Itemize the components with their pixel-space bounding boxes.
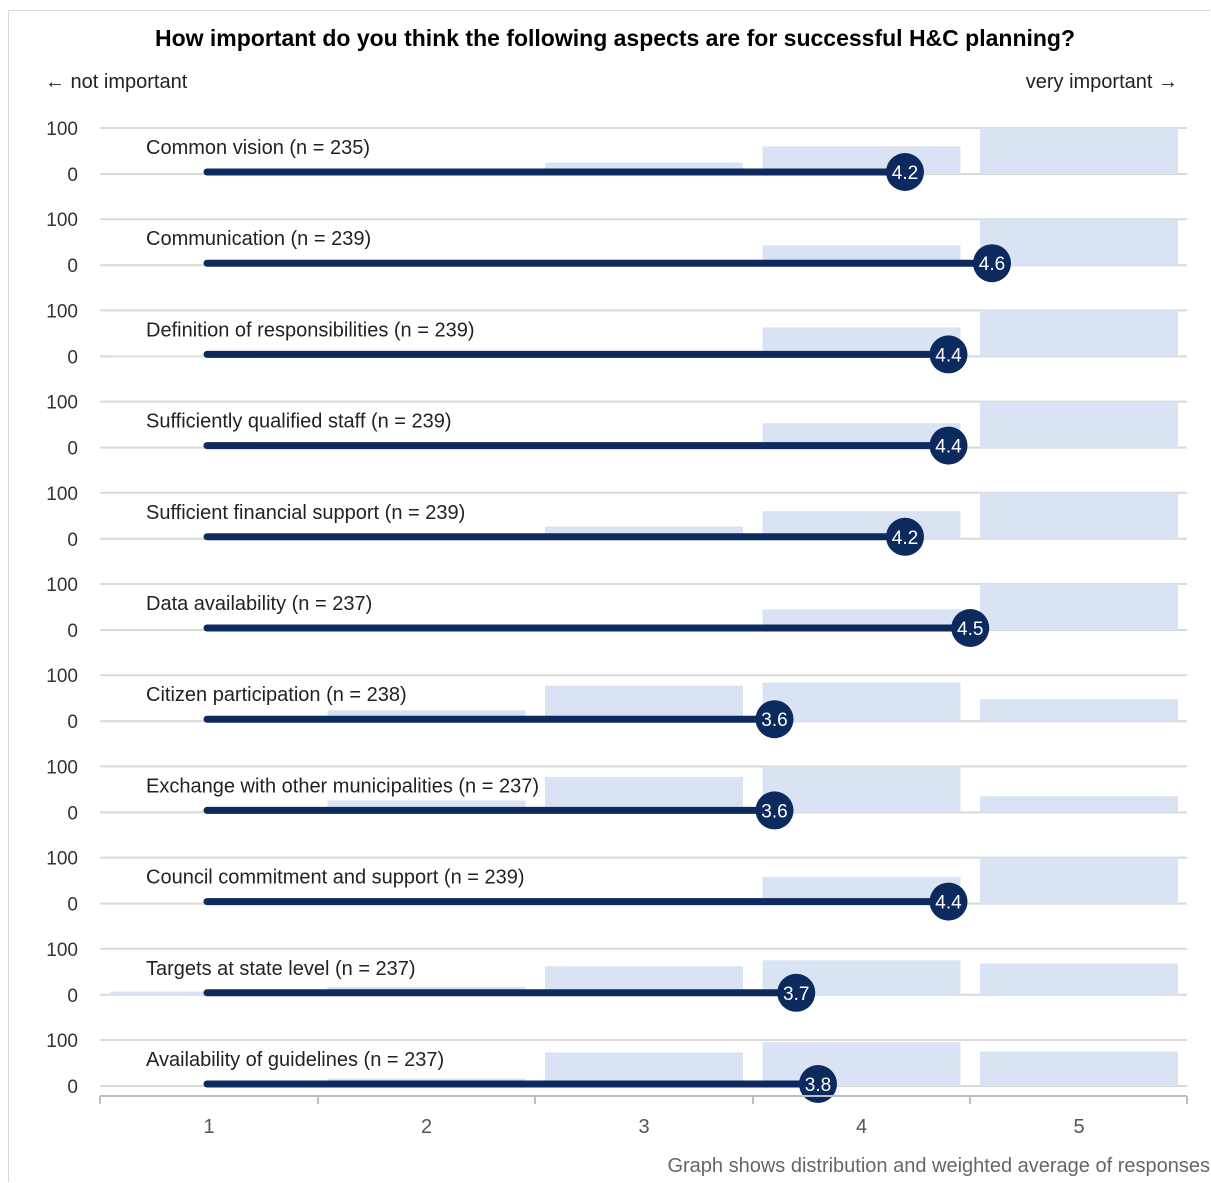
distribution-bar bbox=[327, 710, 526, 722]
average-label: 4.2 bbox=[892, 528, 918, 549]
distribution-bar bbox=[545, 162, 743, 174]
x-axis: 1 2 3 4 5 bbox=[99, 1095, 1188, 1138]
distribution-bar bbox=[545, 685, 743, 722]
y-tick-label: 0 bbox=[67, 165, 78, 186]
distribution-bar bbox=[980, 128, 1178, 174]
chart-row: 100 0 Targets at state level (n = 237) 3.7 bbox=[46, 940, 1187, 1012]
average-marker bbox=[799, 1065, 837, 1103]
row-label: Targets at state level (n = 237) bbox=[146, 958, 416, 980]
y-tick-label: 0 bbox=[67, 439, 78, 460]
average-label: 4.2 bbox=[892, 163, 918, 184]
average-label: 3.8 bbox=[805, 1075, 831, 1096]
chart-row: 100 0 Sufficiently qualified staff (n = 23… bbox=[46, 393, 1187, 465]
y-tick-label: 100 bbox=[46, 849, 78, 870]
y-tick-label: 0 bbox=[67, 1077, 78, 1098]
row-label: Communication (n = 239) bbox=[146, 228, 371, 250]
average-marker bbox=[973, 244, 1011, 283]
chart-row: 100 0 Council commitment and support (n = … bbox=[46, 849, 1187, 921]
chart-row: 100 0 Definition of responsibilities (n = … bbox=[46, 301, 1187, 374]
distribution-bar bbox=[545, 1052, 743, 1086]
distribution-bar bbox=[327, 800, 526, 813]
chart-row: 100 0 Availability of guidelines (n = 237)… bbox=[46, 1031, 1187, 1103]
distribution-bar bbox=[980, 401, 1178, 448]
average-marker bbox=[951, 609, 990, 647]
y-tick-label: 100 bbox=[46, 210, 78, 231]
average-label: 4.5 bbox=[957, 619, 983, 640]
y-tick-label: 100 bbox=[46, 393, 78, 414]
average-label: 3.6 bbox=[761, 710, 787, 731]
distribution-bar bbox=[980, 699, 1178, 722]
average-label: 4.6 bbox=[979, 254, 1005, 275]
average-label: 3.6 bbox=[761, 801, 787, 822]
average-marker bbox=[886, 153, 924, 191]
y-tick-label: 100 bbox=[46, 1031, 78, 1052]
chart-row: 100 0 Sufficient financial support (n = 23… bbox=[46, 484, 1187, 556]
distribution-bar bbox=[980, 796, 1178, 813]
row-label: Council commitment and support (n = 239) bbox=[146, 867, 525, 889]
distribution-bar bbox=[980, 963, 1178, 995]
chart-row: 100 0 Exchange with other municipalities (… bbox=[46, 757, 1187, 830]
average-label: 3.7 bbox=[783, 984, 809, 1005]
chart-title: How important do you think the following… bbox=[155, 25, 1075, 51]
distribution-bar bbox=[980, 584, 1178, 630]
x-tick-label: 3 bbox=[638, 1116, 649, 1138]
average-marker bbox=[886, 517, 924, 556]
average-marker bbox=[755, 700, 794, 739]
y-tick-label: 100 bbox=[46, 119, 78, 140]
distribution-bar bbox=[762, 682, 961, 722]
x-tick-label: 2 bbox=[421, 1116, 432, 1138]
average-marker bbox=[755, 791, 794, 830]
chart-row: 100 0 Citizen participation (n = 238) 3.6 bbox=[46, 666, 1187, 739]
y-tick-label: 100 bbox=[46, 666, 78, 687]
y-tick-label: 0 bbox=[67, 347, 78, 368]
y-tick-label: 100 bbox=[46, 575, 78, 596]
average-marker bbox=[777, 973, 816, 1012]
chart-row: 100 0 Common vision (n = 235) 4.2 bbox=[46, 119, 1187, 191]
row-label: Definition of responsibilities (n = 239) bbox=[146, 319, 475, 341]
row-label: Availability of guidelines (n = 237) bbox=[146, 1049, 444, 1071]
distribution-bar bbox=[980, 310, 1178, 357]
distribution-bar bbox=[980, 492, 1178, 539]
row-label: Common vision (n = 235) bbox=[146, 137, 370, 159]
chart-frame bbox=[8, 10, 1210, 1182]
distribution-bar bbox=[980, 219, 1178, 266]
row-label: Sufficient financial support (n = 239) bbox=[146, 502, 465, 524]
x-tick-label: 1 bbox=[203, 1116, 214, 1138]
distribution-bar bbox=[980, 857, 1178, 904]
average-marker bbox=[929, 426, 968, 465]
y-tick-label: 100 bbox=[46, 940, 78, 961]
y-tick-label: 0 bbox=[67, 621, 78, 642]
y-tick-label: 100 bbox=[46, 484, 78, 505]
average-marker bbox=[929, 335, 968, 374]
row-label: Data availability (n = 237) bbox=[146, 593, 372, 615]
not-important-hint: ← not important bbox=[45, 71, 188, 93]
distribution-bar bbox=[762, 766, 961, 813]
distribution-bar bbox=[980, 1051, 1178, 1086]
y-tick-label: 0 bbox=[67, 256, 78, 277]
x-tick-label: 5 bbox=[1073, 1116, 1084, 1138]
y-tick-label: 100 bbox=[46, 757, 78, 778]
row-label: Exchange with other municipalities (n = … bbox=[146, 775, 539, 797]
chart-note: Graph shows distribution and weighted av… bbox=[667, 1155, 1210, 1177]
chart-row: 100 0 Communication (n = 239) 4.6 bbox=[46, 210, 1187, 283]
chart-row: 100 0 Data availability (n = 237) 4.5 bbox=[46, 575, 1187, 647]
y-tick-label: 0 bbox=[67, 712, 78, 733]
very-important-hint: very important → bbox=[1026, 71, 1178, 93]
x-tick-label: 4 bbox=[856, 1116, 867, 1138]
chart-rows: 100 0 Common vision (n = 235) 4.2 100 0 Commun… bbox=[46, 119, 1187, 1103]
average-label: 4.4 bbox=[935, 437, 962, 458]
y-tick-label: 0 bbox=[67, 530, 78, 551]
y-tick-label: 0 bbox=[67, 895, 78, 916]
distribution-bar bbox=[545, 776, 743, 813]
average-label: 4.4 bbox=[935, 893, 962, 914]
y-tick-label: 0 bbox=[67, 986, 78, 1007]
row-label: Sufficiently qualified staff (n = 239) bbox=[146, 411, 452, 433]
row-label: Citizen participation (n = 238) bbox=[146, 684, 407, 706]
average-marker bbox=[929, 882, 968, 921]
distribution-bar bbox=[762, 1042, 961, 1086]
y-tick-label: 100 bbox=[46, 301, 78, 322]
average-label: 4.4 bbox=[935, 345, 962, 366]
y-tick-label: 0 bbox=[67, 803, 78, 824]
